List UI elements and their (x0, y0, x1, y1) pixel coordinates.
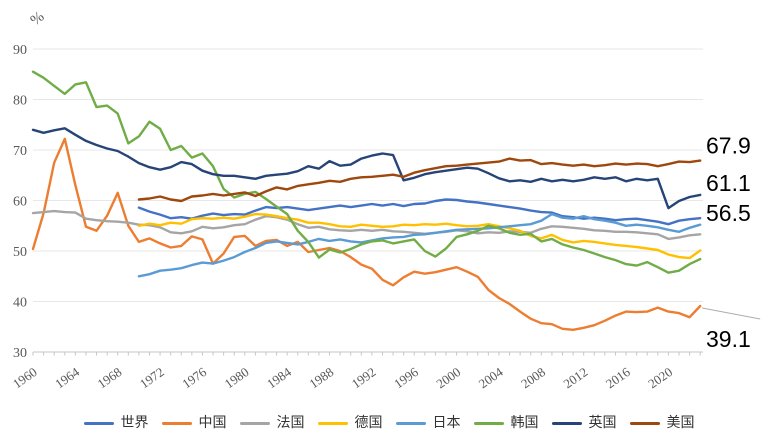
x-axis-label-1984: 1984 (264, 364, 294, 391)
x-axis-label-1980: 1980 (222, 364, 252, 391)
x-axis-label-2008: 2008 (518, 364, 548, 391)
legend-swatch-germany (317, 421, 348, 425)
legend-label-france: 法国 (276, 415, 305, 431)
series-line-usa (137, 157, 702, 203)
series-line-china (31, 137, 702, 331)
chart-legend: 世界 中国 法国 德国 日本 韩国 英国 美国 (0, 416, 778, 430)
series-line-germany (137, 212, 702, 260)
y-axis-label-70: 70 (13, 144, 27, 159)
y-axis-title: % (28, 9, 48, 29)
end-value-label-uk: 61.1 (706, 170, 751, 196)
series-line-uk (31, 127, 702, 210)
series-line-world (137, 198, 702, 226)
legend-label-uk: 英国 (588, 415, 617, 431)
legend-swatch-france (239, 421, 270, 425)
x-axis-label-1972: 1972 (137, 364, 167, 391)
x-axis-label-1996: 1996 (391, 364, 421, 391)
x-axis-label-1964: 1964 (52, 364, 82, 391)
legend-item-china: 中国 (161, 415, 227, 431)
legend-swatch-uk (551, 421, 582, 425)
x-axis-label-1968: 1968 (95, 364, 125, 391)
legend-item-world: 世界 (83, 415, 149, 431)
legend-swatch-korea (473, 421, 504, 425)
x-axis-label-1992: 1992 (349, 364, 379, 391)
legend-item-germany: 德国 (317, 415, 383, 431)
legend-swatch-china (161, 421, 192, 425)
y-axis-label-90: 90 (13, 43, 27, 58)
y-axis-label-40: 40 (13, 296, 27, 311)
y-axis-label-60: 60 (13, 195, 27, 210)
x-axis-label-2004: 2004 (476, 364, 506, 391)
legend-item-japan: 日本 (395, 415, 461, 431)
x-axis-label-2012: 2012 (560, 364, 590, 391)
legend-label-china: 中国 (198, 415, 227, 431)
y-axis-label-50: 50 (13, 245, 27, 260)
legend-label-germany: 德国 (354, 415, 383, 431)
x-axis-label-2016: 2016 (603, 364, 633, 391)
x-axis-label-2000: 2000 (433, 364, 463, 391)
legend-label-usa: 美国 (666, 415, 695, 431)
y-axis-label-30: 30 (13, 346, 27, 361)
legend-item-usa: 美国 (629, 415, 695, 431)
legend-swatch-world (83, 421, 114, 425)
end-value-label-world: 56.5 (706, 200, 751, 226)
x-axis-label-2020: 2020 (645, 364, 675, 391)
series-line-japan (137, 212, 702, 278)
series-line-korea (31, 70, 702, 274)
legend-label-world: 世界 (120, 415, 149, 431)
legend-item-france: 法国 (239, 415, 305, 431)
legend-label-japan: 日本 (432, 415, 461, 431)
legend-swatch-japan (395, 421, 426, 425)
leader-line-china (702, 307, 761, 320)
x-axis-label-1976: 1976 (179, 364, 209, 391)
end-value-label-china: 39.1 (706, 326, 751, 352)
legend-swatch-usa (629, 421, 660, 425)
x-axis-label-1960: 1960 (10, 364, 40, 391)
end-value-label-usa: 67.9 (706, 133, 751, 159)
y-axis-label-80: 80 (13, 94, 27, 109)
legend-item-korea: 韩国 (473, 415, 539, 431)
x-axis-label-1988: 1988 (306, 364, 336, 391)
legend-label-korea: 韩国 (510, 415, 539, 431)
legend-item-uk: 英国 (551, 415, 617, 431)
